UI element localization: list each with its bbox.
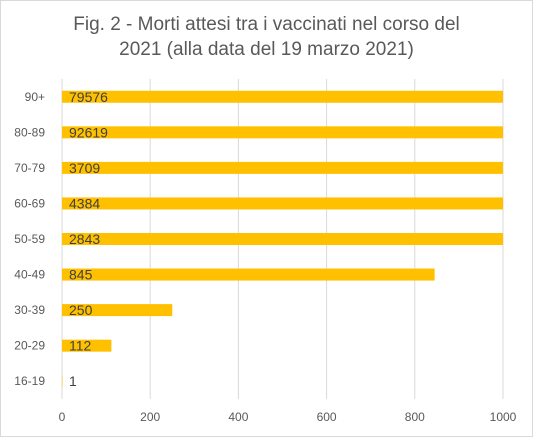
category-label: 50-59: [14, 232, 45, 246]
category-label: 20-29: [14, 339, 45, 353]
data-label: 112: [69, 338, 92, 354]
bar-20-29: [62, 339, 112, 352]
bar-30-39: [62, 304, 173, 317]
bar-90+: [62, 90, 503, 103]
data-label: 845: [69, 267, 93, 283]
x-tick-label: 200: [140, 410, 160, 424]
data-label: 92619: [69, 124, 108, 140]
bar-70-79: [62, 161, 503, 174]
data-label: 3709: [69, 160, 100, 176]
data-label: 2843: [69, 231, 100, 247]
data-label: 250: [69, 302, 93, 318]
chart-title-line-2: 2021 (alla data del 19 marzo 2021): [119, 39, 414, 60]
chart-title: Fig. 2 - Morti attesi tra i vaccinati ne…: [0, 12, 533, 62]
category-label: 90+: [25, 90, 45, 104]
category-label: 40-49: [14, 268, 45, 282]
data-label: 79576: [69, 89, 108, 105]
category-label: 60-69: [14, 196, 45, 210]
data-label: 1: [69, 373, 77, 389]
x-tick-label: 600: [317, 410, 337, 424]
x-tick-label: 0: [59, 410, 66, 424]
data-label: 4384: [69, 195, 100, 211]
category-label: 16-19: [14, 374, 45, 388]
category-label: 80-89: [14, 125, 45, 139]
bar-50-59: [62, 233, 503, 245]
category-label: 30-39: [14, 303, 45, 317]
bar-80-89: [62, 126, 503, 139]
category-label: 70-79: [14, 161, 45, 175]
x-tick-label: 400: [228, 410, 248, 424]
chart-title-line-1: Fig. 2 - Morti attesi tra i vaccinati ne…: [73, 14, 460, 35]
bar-40-49: [62, 268, 435, 281]
x-tick-label: 800: [405, 410, 425, 424]
bar-60-69: [62, 197, 503, 210]
x-tick-label: 1000: [490, 410, 517, 424]
